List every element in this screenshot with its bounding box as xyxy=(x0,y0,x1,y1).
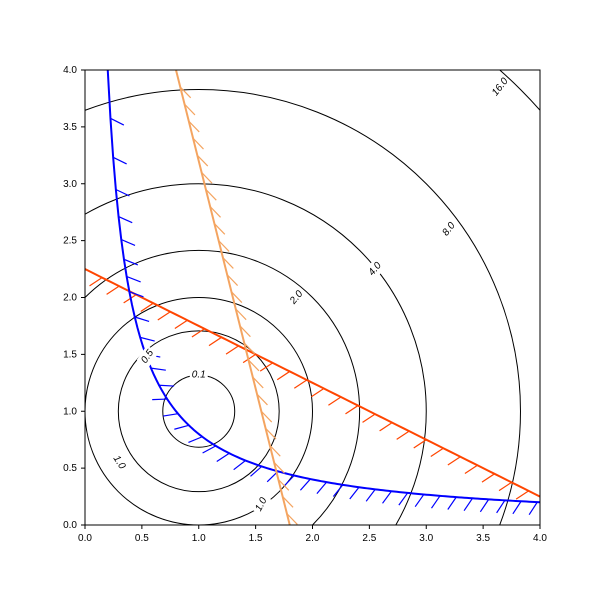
svg-text:1.5: 1.5 xyxy=(63,349,77,360)
svg-text:2.5: 2.5 xyxy=(63,236,77,247)
svg-text:4.0: 4.0 xyxy=(533,533,547,544)
svg-text:0.0: 0.0 xyxy=(78,533,92,544)
svg-text:2.0: 2.0 xyxy=(306,533,320,544)
chart-container: 0.10.51.01.02.04.08.016.00.00.51.01.52.0… xyxy=(0,0,600,600)
svg-text:0.5: 0.5 xyxy=(63,463,77,474)
svg-text:3.0: 3.0 xyxy=(419,533,433,544)
svg-text:2.5: 2.5 xyxy=(362,533,376,544)
svg-text:3.5: 3.5 xyxy=(63,122,77,133)
svg-text:3.5: 3.5 xyxy=(476,533,490,544)
svg-text:0.0: 0.0 xyxy=(63,520,77,531)
contour-plot: 0.10.51.01.02.04.08.016.00.00.51.01.52.0… xyxy=(0,0,600,600)
svg-text:1.5: 1.5 xyxy=(249,533,263,544)
svg-text:1.0: 1.0 xyxy=(192,533,206,544)
svg-text:0.5: 0.5 xyxy=(135,533,149,544)
svg-text:3.0: 3.0 xyxy=(63,179,77,190)
svg-text:2.0: 2.0 xyxy=(63,293,77,304)
svg-text:0.1: 0.1 xyxy=(192,369,206,380)
svg-text:4.0: 4.0 xyxy=(63,65,77,76)
svg-text:1.0: 1.0 xyxy=(63,406,77,417)
